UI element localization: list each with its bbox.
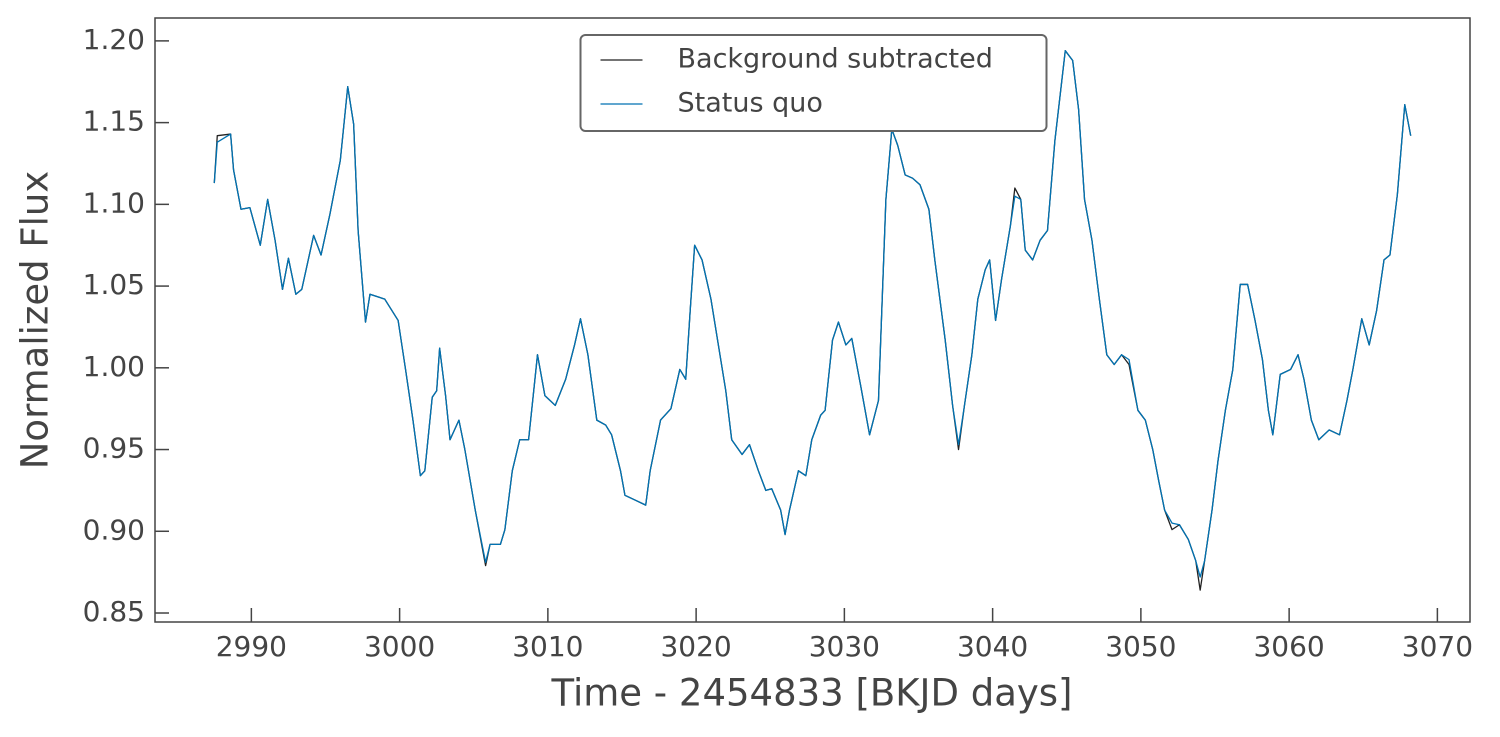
x-tick-label: 3060 (1253, 630, 1324, 663)
y-axis-label: Normalized Flux (14, 171, 57, 470)
y-tick-label: 1.20 (83, 23, 145, 56)
x-tick-label: 2990 (216, 630, 287, 663)
x-tick-label: 3050 (1105, 630, 1176, 663)
x-tick-label: 3000 (364, 630, 435, 663)
x-axis-label: Time - 2454833 [BKJD days] (551, 672, 1073, 715)
x-tick-label: 3040 (957, 630, 1028, 663)
series-line (213, 50, 1412, 578)
x-tick-label: 3010 (512, 630, 583, 663)
x-tick-label: 3030 (809, 630, 880, 663)
x-tick-label: 3020 (660, 630, 731, 663)
y-tick-label: 1.10 (83, 186, 145, 219)
y-tick-label: 0.95 (83, 432, 145, 465)
legend-label: Background subtracted (678, 44, 993, 75)
plot-frame (154, 17, 1471, 623)
y-tick-label: 1.15 (83, 105, 145, 138)
legend-box (579, 34, 1048, 132)
y-tick-label: 1.00 (83, 350, 145, 383)
y-tick-label: 0.85 (83, 595, 145, 628)
legend-label: Status quo (678, 88, 823, 119)
y-tick-label: 0.90 (83, 513, 145, 546)
y-tick-label: 1.05 (83, 268, 145, 301)
x-tick-label: 3070 (1402, 630, 1473, 663)
